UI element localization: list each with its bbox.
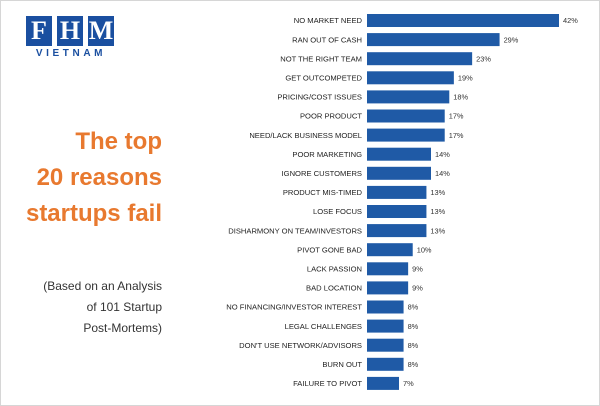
note-line-1: (Based on an Analysis: [43, 279, 162, 293]
bar: [367, 262, 409, 276]
bar: [367, 357, 404, 371]
category-label: LACK PASSION: [307, 265, 362, 274]
category-label: LEGAL CHALLENGES: [285, 322, 362, 331]
category-label: PRICING/COST ISSUES: [277, 93, 362, 102]
category-label: PIVOT GONE BAD: [297, 245, 362, 254]
fhm-logo: F H M VIETNAM: [26, 16, 116, 60]
bar: [367, 14, 559, 27]
category-label: BURN OUT: [322, 360, 362, 369]
logo-subtitle: VIETNAM: [35, 48, 107, 59]
category-label: DON'T USE NETWORK/ADVISORS: [239, 341, 362, 350]
value-label: 42%: [563, 16, 578, 25]
value-label: 8%: [408, 341, 419, 350]
bar: [367, 205, 427, 218]
bar: [367, 300, 404, 314]
value-label: 9%: [412, 284, 423, 293]
category-label: BAD LOCATION: [306, 284, 362, 293]
category-label: DISHARMONY ON TEAM/INVESTORS: [228, 226, 362, 235]
value-label: 17%: [449, 112, 464, 121]
headline: The top 20 reasons startups fail: [26, 124, 162, 232]
category-label: POOR MARKETING: [292, 150, 362, 159]
category-label: PRODUCT MIS-TIMED: [283, 188, 363, 197]
value-label: 19%: [458, 74, 473, 83]
category-label: LOSE FOCUS: [313, 207, 362, 216]
bar: [367, 109, 445, 123]
bar: [367, 281, 409, 295]
note-line-3: Post-Mortems): [83, 321, 162, 335]
category-label: POOR PRODUCT: [300, 112, 362, 121]
logo-letter-m: M: [88, 16, 114, 46]
category-label: IGNORE CUSTOMERS: [282, 169, 362, 178]
category-label: FAILURE TO PIVOT: [293, 379, 362, 388]
logo-letter-f: F: [26, 16, 52, 46]
value-label: 13%: [430, 207, 445, 216]
category-label: NO MARKET NEED: [294, 16, 363, 25]
value-label: 10%: [417, 245, 432, 254]
value-label: 29%: [504, 35, 519, 44]
category-label: NEED/LACK BUSINESS MODEL: [249, 131, 362, 140]
bar: [367, 166, 431, 180]
logo-letter-h: H: [57, 16, 83, 46]
bar: [367, 128, 445, 142]
headline-line-2: 20 reasons: [36, 164, 162, 191]
headline-line-3: startups fail: [25, 200, 162, 227]
value-label: 9%: [412, 265, 423, 274]
value-label: 8%: [408, 303, 419, 312]
category-label: GET OUTCOMPETED: [285, 74, 362, 83]
note-line-2: of 101 Startup: [86, 300, 162, 314]
value-label: 17%: [449, 131, 464, 140]
source-note: (Based on an Analysis of 101 Startup Pos…: [43, 276, 162, 339]
bar: [367, 71, 454, 85]
value-label: 23%: [476, 54, 491, 63]
headline-line-1: The top: [75, 128, 162, 155]
bar: [367, 52, 473, 66]
category-label: NOT THE RIGHT TEAM: [280, 54, 362, 63]
value-label: 8%: [408, 322, 419, 331]
bar: [367, 224, 427, 238]
category-label: RAN OUT OF CASH: [292, 35, 362, 44]
value-label: 18%: [453, 93, 468, 102]
value-label: 14%: [435, 150, 450, 159]
value-label: 14%: [435, 169, 450, 178]
value-label: 13%: [430, 226, 445, 235]
value-label: 13%: [430, 188, 445, 197]
value-label: 7%: [403, 379, 414, 388]
value-label: 8%: [408, 360, 419, 369]
bar: [367, 243, 413, 257]
bar: [367, 33, 500, 47]
bar: [367, 376, 399, 390]
bar: [367, 147, 431, 161]
category-label: NO FINANCING/INVESTOR INTEREST: [226, 303, 362, 312]
bar: [367, 90, 450, 104]
bar: [367, 185, 427, 199]
bar: [367, 338, 404, 352]
bar: [367, 319, 404, 333]
